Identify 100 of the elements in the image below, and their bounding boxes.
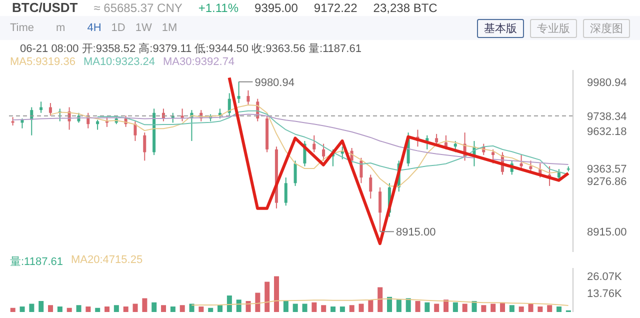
bar [255, 292, 260, 312]
bar [406, 298, 411, 312]
bar [283, 301, 288, 312]
annotation: 9980.94 [254, 76, 294, 89]
bar [378, 287, 383, 312]
candlestick [492, 148, 495, 164]
text: Time [10, 22, 34, 34]
bar [264, 282, 270, 312]
candlestick [360, 157, 363, 184]
candlestick [520, 154, 523, 170]
y-tick-label: 8915.00 [587, 226, 627, 239]
bar [396, 300, 402, 312]
annotation: 8915.00 [396, 226, 436, 239]
bar [415, 301, 420, 312]
bar [292, 304, 298, 312]
bar [481, 305, 486, 312]
text: 1D [111, 22, 126, 34]
bar [490, 304, 496, 312]
text: 1W [135, 22, 152, 34]
bar [462, 304, 468, 312]
text: MA5:9319.36 [10, 56, 76, 68]
bar [444, 300, 449, 312]
y-tick-label: 26.07K [587, 271, 623, 284]
bar [509, 305, 514, 312]
candlestick [322, 143, 326, 162]
text: 专业版 [530, 18, 577, 38]
text: MA30:9392.74 [163, 56, 235, 68]
candlestick [426, 134, 429, 150]
bar [86, 306, 91, 312]
text: 1M [162, 22, 178, 34]
bar [226, 296, 232, 312]
bar [538, 306, 543, 312]
line-series [228, 76, 570, 246]
candlestick [143, 132, 146, 162]
bar [321, 305, 326, 312]
bar [302, 304, 308, 312]
bar [161, 305, 166, 312]
candlestick [246, 90, 250, 105]
bar [180, 305, 185, 312]
candlestick [312, 134, 316, 153]
candlestick [48, 102, 52, 116]
bar [528, 304, 534, 312]
text: MA10:9323.24 [83, 56, 155, 68]
y-tick-label: 9363.57 [587, 164, 627, 176]
bar [330, 306, 336, 312]
bar [57, 306, 62, 312]
text: 深度图 [583, 18, 630, 38]
y-tick-label: 9632.18 [587, 126, 627, 138]
line-series [191, 298, 569, 306]
text: 23,238 BTC [373, 1, 438, 15]
bar [556, 306, 562, 312]
y-tick-label: 9738.34 [587, 110, 627, 123]
bar [208, 308, 214, 312]
bar [387, 296, 392, 312]
bar [10, 308, 16, 312]
text: m [56, 22, 66, 34]
bar [358, 304, 364, 312]
chart-title: BTC/USDT [12, 0, 78, 15]
bar [170, 306, 176, 312]
text: MA20:4715.25 [71, 254, 143, 268]
candlestick [294, 160, 297, 186]
bar [114, 305, 119, 312]
candlestick [369, 174, 372, 200]
bar [452, 302, 458, 312]
candlestick [40, 101, 43, 114]
bar [312, 302, 317, 312]
bar [95, 308, 100, 312]
text: 基本版 [477, 18, 524, 38]
candlestick [284, 177, 288, 206]
bar [142, 298, 148, 312]
y-tick-label: 9276.86 [587, 176, 627, 188]
text: 4H [87, 22, 102, 34]
bar [132, 304, 138, 312]
text: 量:1187.61 [10, 255, 64, 269]
bar [434, 304, 440, 312]
candlestick [378, 186, 382, 232]
bar [189, 304, 194, 312]
bar [246, 301, 251, 312]
bar [518, 306, 524, 312]
bar [38, 301, 44, 312]
bar [368, 300, 374, 312]
bar [349, 305, 354, 312]
text: 9172.22 [314, 1, 358, 15]
bar [66, 308, 72, 312]
text: 06-21 08:00 开:9358.52 高:9379.11 低:9344.50 收:9363.56 量:1187.61 [19, 42, 362, 56]
bar [76, 305, 82, 312]
candlestick [435, 133, 438, 144]
bar [472, 301, 477, 312]
bar [123, 306, 128, 312]
bar [274, 276, 280, 312]
bar [198, 306, 204, 312]
bar [152, 302, 157, 312]
bar [29, 304, 34, 312]
y-tick-label: 9980.94 [587, 76, 627, 89]
bar [218, 305, 223, 312]
candlestick [134, 120, 137, 142]
bar [236, 300, 242, 312]
text: ≈ 65685.37 CNY [94, 1, 182, 15]
text: 9395.00 [254, 1, 298, 15]
bar [340, 306, 345, 312]
